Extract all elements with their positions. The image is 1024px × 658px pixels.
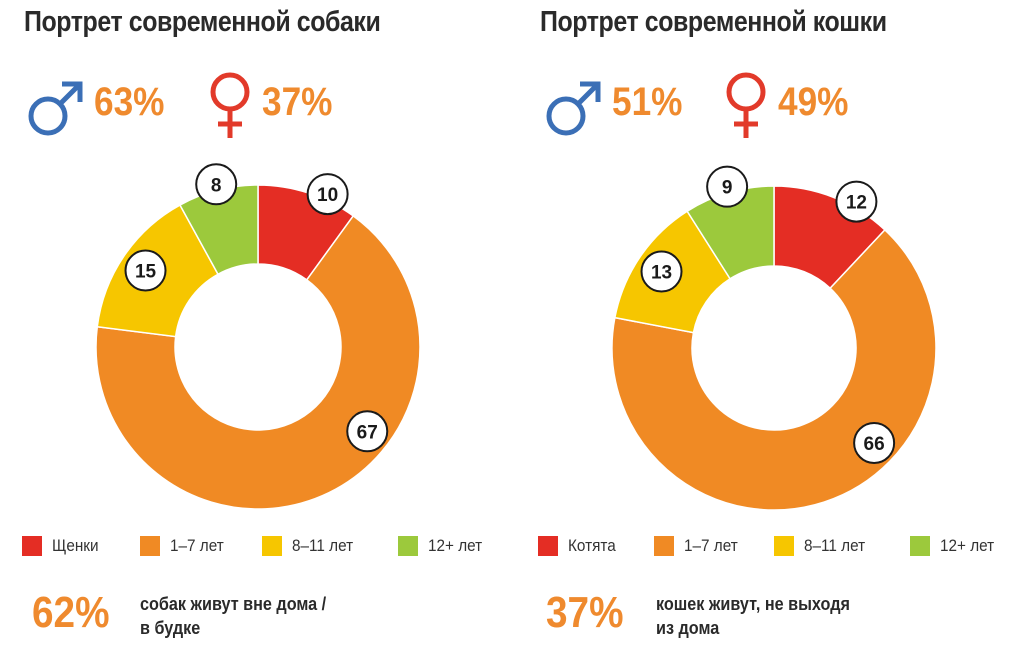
legend: Котята 1–7 лет 8–11 лет 12+ лет (512, 532, 1024, 562)
chart-title: Портрет современной собаки (24, 6, 381, 38)
legend: Щенки 1–7 лет 8–11 лет 12+ лет (0, 532, 512, 562)
donut-slice (95, 214, 421, 510)
legend-swatch (262, 536, 282, 556)
legend-label: Щенки (52, 536, 99, 555)
data-label: 10 (317, 185, 338, 206)
note-line: кошек живут, не выходя (656, 594, 850, 614)
data-label-circle (124, 249, 167, 292)
data-label: 13 (651, 263, 672, 284)
data-label-circle (306, 173, 349, 216)
male-symbol-icon (546, 81, 601, 136)
chart-title: Портрет современной кошки (540, 6, 887, 38)
legend-label: 12+ лет (940, 536, 995, 555)
donut-chart: 10 67 15 8 (95, 163, 421, 510)
legend-label: 8–11 лет (804, 536, 866, 555)
male-symbol-icon (28, 81, 83, 136)
female-symbol-icon (726, 72, 766, 138)
female-stat: 49% (722, 66, 882, 146)
legend-swatch (538, 536, 558, 556)
data-label-circle (195, 163, 238, 206)
female-stat: 37% (206, 66, 366, 146)
legend-swatch (140, 536, 160, 556)
note-line: собак живут вне дома / (140, 594, 327, 614)
female-percent: 37% (262, 80, 333, 124)
data-label-circle (640, 250, 683, 293)
note-text: кошек живут, не выходя из дома (656, 592, 899, 640)
cat-panel: Портрет современной кошки 51% 49% 12 66 13… (512, 0, 1024, 658)
donut-chart: 12 66 13 9 (611, 165, 937, 511)
note-line: в будке (140, 618, 201, 638)
legend-label: 8–11 лет (292, 536, 354, 555)
note-percent: 37% (546, 588, 624, 637)
legend-label: 12+ лет (428, 536, 483, 555)
data-label-circle (706, 165, 749, 208)
note-line: из дома (656, 618, 720, 638)
male-percent: 63% (94, 80, 165, 124)
data-label: 8 (211, 175, 222, 196)
legend-label: 1–7 лет (170, 536, 224, 555)
legend-swatch (910, 536, 930, 556)
male-percent: 51% (612, 80, 683, 124)
data-label-circle (346, 410, 389, 453)
data-label: 66 (864, 434, 885, 455)
male-stat: 51% (542, 66, 702, 146)
legend-label: 1–7 лет (684, 536, 738, 555)
male-stat: 63% (24, 66, 184, 146)
data-label: 15 (135, 262, 157, 283)
data-label-circle (835, 180, 878, 223)
note-text: собак живут вне дома / в будке (140, 592, 383, 640)
note-percent: 62% (32, 588, 110, 637)
female-percent: 49% (778, 80, 849, 124)
female-symbol-icon (210, 72, 250, 138)
dog-panel: Портрет современной собаки 63% 37% 10 67 1… (0, 6, 512, 640)
data-label: 9 (722, 178, 733, 199)
legend-swatch (22, 536, 42, 556)
legend-swatch (774, 536, 794, 556)
legend-swatch (654, 536, 674, 556)
data-label: 12 (846, 193, 867, 214)
data-label-circle (853, 421, 896, 464)
legend-label: Котята (568, 536, 616, 555)
data-label: 67 (357, 422, 378, 443)
legend-swatch (398, 536, 418, 556)
